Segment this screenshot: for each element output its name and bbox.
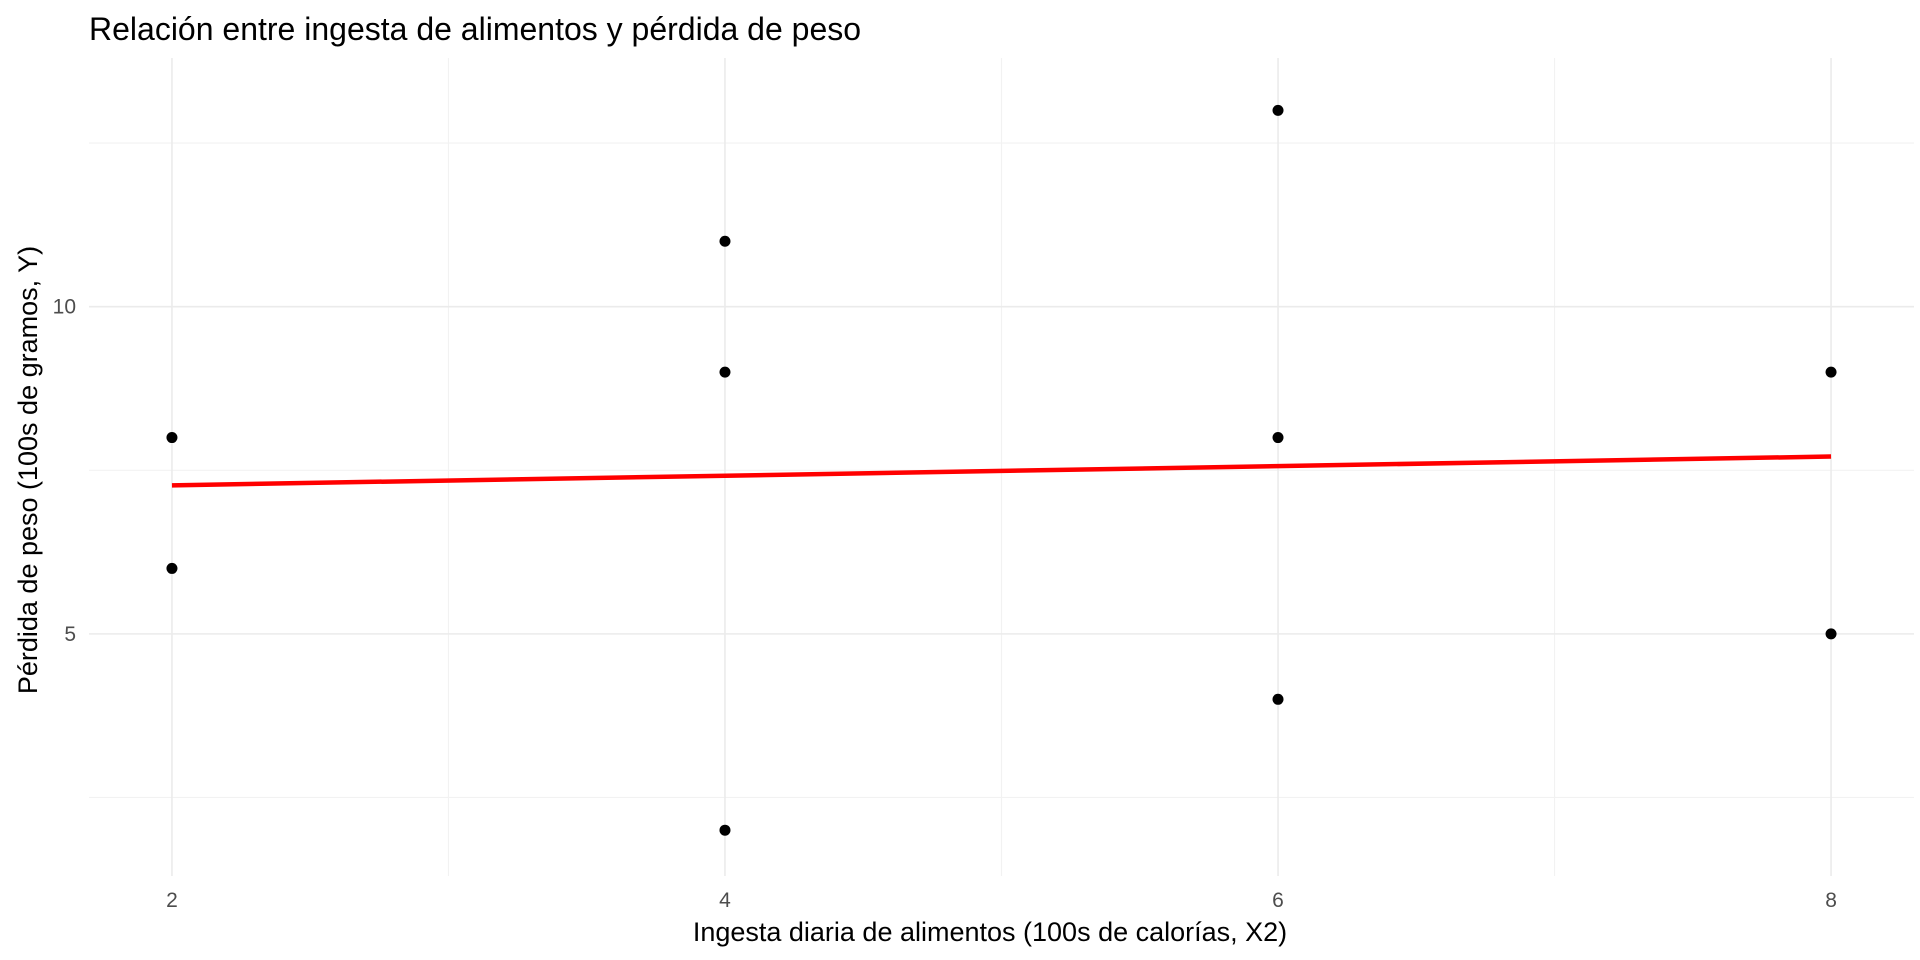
trend-line-group	[171, 454, 1832, 488]
y-axis-title: Pérdida de peso (100s de gramos, Y)	[13, 246, 43, 694]
x-tick-label: 4	[719, 889, 731, 912]
y-tick-label: 5	[64, 623, 76, 646]
data-point	[166, 432, 178, 444]
data-point	[719, 235, 731, 247]
data-point	[1272, 432, 1284, 444]
trend-line	[171, 454, 1832, 488]
data-point	[719, 824, 731, 836]
data-point	[1825, 366, 1837, 378]
x-axis-title: Ingesta diaria de alimentos (100s de cal…	[693, 917, 1287, 947]
data-point	[1272, 104, 1284, 116]
data-points	[166, 104, 1837, 836]
data-point	[1825, 628, 1837, 640]
x-tick-label: 8	[1825, 889, 1837, 912]
x-tick-label: 6	[1272, 889, 1284, 912]
data-point	[166, 562, 178, 574]
chart-title: Relación entre ingesta de alimentos y pé…	[89, 11, 861, 47]
x-tick-label: 2	[166, 889, 178, 912]
data-point	[719, 366, 731, 378]
data-point	[1272, 693, 1284, 705]
grid-lines	[89, 58, 1914, 876]
tick-labels: 2 4 6 8 5 10	[53, 296, 1837, 912]
y-tick-label: 10	[53, 296, 76, 319]
